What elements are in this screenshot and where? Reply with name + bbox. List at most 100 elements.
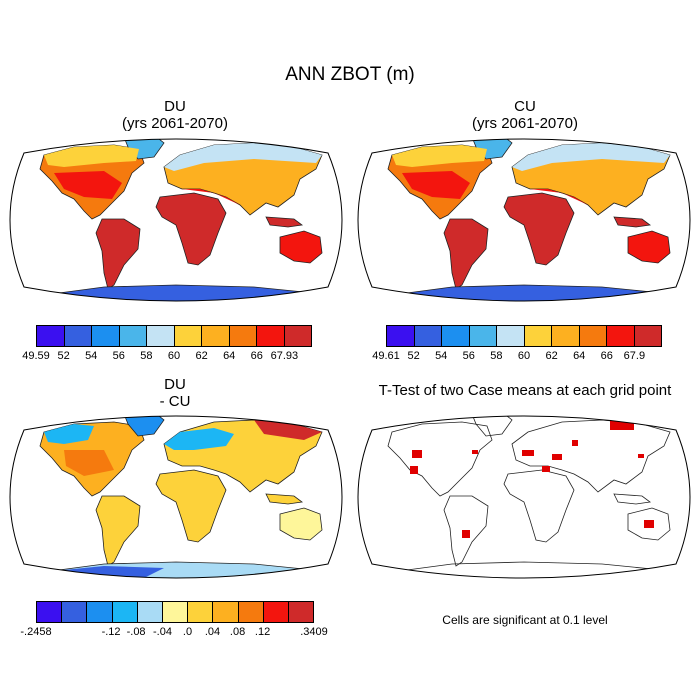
- cu-title-line2: (yrs 2061-2070): [472, 115, 578, 132]
- cu-colorbar-tick-label: 58: [490, 350, 503, 362]
- du-colorbar-tick-label: 49.59: [22, 350, 50, 362]
- diff-colorbar-tick-label: -.12: [101, 626, 121, 638]
- ttest-note: Cells are significant at 0.1 level: [442, 613, 608, 627]
- diff-colorbar-swatch: [288, 602, 314, 622]
- cu-colorbar-tick-label: 56: [462, 350, 475, 362]
- australia-landmass: [627, 230, 671, 264]
- greenland-landmass: [123, 416, 165, 437]
- diff-colorbar-swatch: [37, 602, 63, 622]
- africa-landmass: [503, 469, 575, 543]
- du-title-line1: DU: [164, 98, 186, 115]
- significant-cell: [412, 450, 422, 458]
- significant-cell: [462, 530, 470, 538]
- diff-colorbar-swatch: [213, 602, 239, 622]
- du-colorbar-tick-label: 66: [250, 350, 263, 362]
- diff-panel-title: DU - CU: [40, 376, 310, 410]
- cu-colorbar-swatch: [634, 326, 661, 346]
- australia-landmass: [279, 507, 323, 541]
- samerica-landmass: [443, 495, 489, 567]
- diff-colorbar-swatch: [188, 602, 214, 622]
- samerica-landmass: [95, 495, 141, 567]
- diff-colorbar-swatch: [87, 602, 113, 622]
- du-colorbar-tick-label: 54: [85, 350, 98, 362]
- du-panel-title: DU (yrs 2061-2070): [40, 98, 310, 132]
- diff-colorbar-swatch: [238, 602, 264, 622]
- indonesia-landmass: [265, 216, 304, 228]
- namerica-landmass: [387, 421, 493, 497]
- diff-colorbar-tick-label: -.2458: [20, 626, 52, 638]
- cu-colorbar-tick-label: 49.61: [372, 350, 400, 362]
- du-colorbar-swatch: [37, 326, 65, 346]
- diff-colorbar-tick-label: .0: [182, 626, 193, 638]
- significant-cell: [522, 450, 534, 456]
- samerica-landmass: [95, 218, 141, 290]
- diff-colorbar-tick-label: .3409: [300, 626, 328, 638]
- diff-colorbar-tick-label: .08: [229, 626, 246, 638]
- du-colorbar-tick-label: 67.93: [270, 350, 299, 362]
- diff-colorbar-tick-label: .04: [204, 626, 221, 638]
- diff-colorbar-swatch: [263, 602, 289, 622]
- indonesia-landmass: [265, 493, 304, 505]
- diff-title-line1: DU: [164, 376, 186, 393]
- diff-colorbar-swatch: [112, 602, 138, 622]
- australia-landmass: [279, 230, 323, 264]
- cu-colorbar-swatch: [442, 326, 470, 346]
- cu-title-line1: CU: [514, 98, 536, 115]
- diff-colorbar-swatch: [162, 602, 189, 622]
- indonesia-landmass: [613, 493, 652, 505]
- significant-cell: [572, 440, 578, 446]
- greenland-landmass: [471, 416, 513, 437]
- africa-landmass: [155, 192, 227, 266]
- du-map: [9, 138, 343, 302]
- du-colorbar-swatch: [119, 326, 147, 346]
- cu-colorbar-swatch: [469, 326, 497, 346]
- significant-cell: [638, 454, 644, 458]
- du-colorbar-tick-label: 58: [140, 350, 153, 362]
- diff-map: [9, 415, 343, 579]
- du-colorbar: [36, 325, 312, 347]
- significant-cell: [472, 450, 478, 454]
- du-colorbar-swatch: [202, 326, 230, 346]
- diff-colorbar-tick-label: .12: [254, 626, 271, 638]
- du-colorbar-tick-label: 60: [167, 350, 181, 362]
- cu-colorbar-swatch: [607, 326, 635, 346]
- diff-colorbar-tick-label: -.04: [153, 626, 172, 638]
- diff-colorbar-tick-label: -.08: [126, 626, 146, 638]
- du-colorbar-tick-label: 62: [195, 350, 208, 362]
- significant-cell: [644, 520, 654, 528]
- cu-colorbar-swatch: [552, 326, 580, 346]
- cu-colorbar-swatch: [524, 326, 552, 346]
- cu-colorbar-tick-label: 60: [517, 350, 531, 362]
- cu-colorbar-tick-label: 52: [407, 350, 420, 362]
- cu-colorbar-tick-label: 64: [573, 350, 586, 362]
- ttest-panel-title: T-Test of two Case means at each grid po…: [350, 382, 700, 399]
- ttest-map: [357, 415, 691, 579]
- du-colorbar-swatch: [147, 326, 175, 346]
- cu-colorbar: [386, 325, 662, 347]
- ttest-title-line1: T-Test of two Case means at each grid po…: [378, 382, 672, 399]
- significant-cell: [610, 420, 634, 430]
- diff-title-line2: - CU: [159, 393, 191, 410]
- significant-cell: [410, 466, 418, 474]
- significant-cell: [542, 466, 550, 472]
- cu-map: [357, 138, 691, 302]
- africa-landmass: [155, 469, 227, 543]
- du-colorbar-swatch: [257, 326, 285, 346]
- cu-colorbar-tick-label: 54: [435, 350, 448, 362]
- australia-landmass: [627, 507, 671, 541]
- du-colorbar-tick-label: 56: [112, 350, 125, 362]
- diff-colorbar-swatch: [62, 602, 88, 622]
- cu-panel-title: CU (yrs 2061-2070): [390, 98, 660, 132]
- du-colorbar-swatch: [64, 326, 92, 346]
- indonesia-landmass: [613, 216, 652, 228]
- cu-colorbar-swatch: [579, 326, 607, 346]
- du-colorbar-tick-label: 52: [57, 350, 70, 362]
- du-colorbar-swatch: [92, 326, 120, 346]
- cu-colorbar-tick-label: 67.9: [623, 350, 646, 362]
- cu-colorbar-swatch: [387, 326, 415, 346]
- page-title: ANN ZBOT (m): [285, 64, 415, 85]
- diff-colorbar-swatch: [137, 602, 163, 622]
- cu-colorbar-tick-label: 66: [600, 350, 613, 362]
- diff-colorbar: [36, 601, 314, 623]
- cu-colorbar-tick-label: 62: [545, 350, 558, 362]
